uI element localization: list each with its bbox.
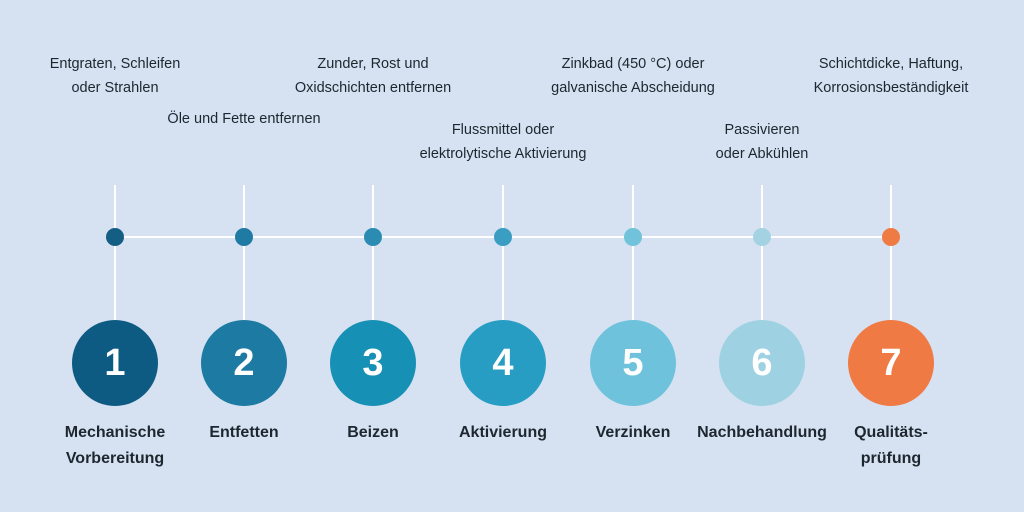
step-title-line: Mechanische [64,424,166,441]
step-number-circle: 4 [460,320,546,406]
step-title-line: Vorbereitung [65,450,165,467]
step-description: Flussmittel oder elektrolytische Aktivier… [383,118,623,166]
step-marker-dot [882,228,900,246]
step-description: Entgraten, Schleifen oder Strahlen [0,52,235,100]
step-number: 2 [233,341,255,384]
step-title: Nachbehandlung [682,420,842,446]
step-connector-line [243,185,245,320]
step-description: Zinkbad (450 °C) oder galvanische Abschei… [513,52,753,100]
step-description-line: Zinkbad (450 °C) oder [561,56,705,72]
step-connector-line [632,185,634,320]
step-connector-line [890,185,892,320]
step-number-circle: 2 [201,320,287,406]
step-description-line: oder Abkühlen [715,146,809,162]
step-title: Qualitäts-prüfung [811,420,971,472]
step-connector-line [372,185,374,320]
step-title: Mechanische Vorbereitung [35,420,195,472]
step-description-line: Entgraten, Schleifen [49,56,181,72]
step-description-line: Korrosionsbeständigkeit [813,80,969,96]
step-number-circle: 1 [72,320,158,406]
step-number-circle: 5 [590,320,676,406]
step-marker-dot [753,228,771,246]
step-title-line: Beizen [347,424,399,441]
step-description: Öle und Fette entfernen [124,107,364,131]
step-number: 6 [751,341,773,384]
step-number: 5 [622,341,644,384]
step-number: 4 [492,341,514,384]
step-marker-dot [494,228,512,246]
step-connector-line [114,185,116,320]
step-number-circle: 3 [330,320,416,406]
step-description-line: Schichtdicke, Haftung, [818,56,964,72]
step-title-line: prüfung [860,450,922,467]
step-description: Passivieren oder Abkühlen [642,118,882,166]
step-title: Entfetten [164,420,324,446]
step-description: Schichtdicke, Haftung, Korrosionsbeständi… [771,52,1011,100]
step-description-line: Zunder, Rost und [317,56,429,72]
step-description-line: Öle und Fette entfernen [167,111,321,127]
step-number-circle: 6 [719,320,805,406]
step-title: Aktivierung [423,420,583,446]
step-title: Beizen [293,420,453,446]
step-title-line: Qualitäts- [854,424,928,441]
step-title-line: Nachbehandlung [697,424,827,441]
step-description-line: galvanische Abscheidung [551,80,715,96]
step-title: Verzinken [553,420,713,446]
step-description-line: oder Strahlen [71,80,159,96]
step-description-line: elektrolytische Aktivierung [419,146,587,162]
step-connector-line [502,185,504,320]
step-number-circle: 7 [848,320,934,406]
step-description-line: Passivieren [724,122,800,138]
step-marker-dot [235,228,253,246]
step-description: Zunder, Rost und Oxidschichten entfernen [253,52,493,100]
step-connector-line [761,185,763,320]
step-marker-dot [624,228,642,246]
step-number: 1 [104,341,126,384]
step-title-line: Verzinken [595,424,671,441]
step-marker-dot [106,228,124,246]
step-title-line: Entfetten [209,424,279,441]
step-marker-dot [364,228,382,246]
step-title-line: Aktivierung [458,424,547,441]
step-number: 7 [880,341,902,384]
step-number: 3 [362,341,384,384]
step-description-line: Oxidschichten entfernen [294,80,452,96]
step-description-line: Flussmittel oder [451,122,555,138]
